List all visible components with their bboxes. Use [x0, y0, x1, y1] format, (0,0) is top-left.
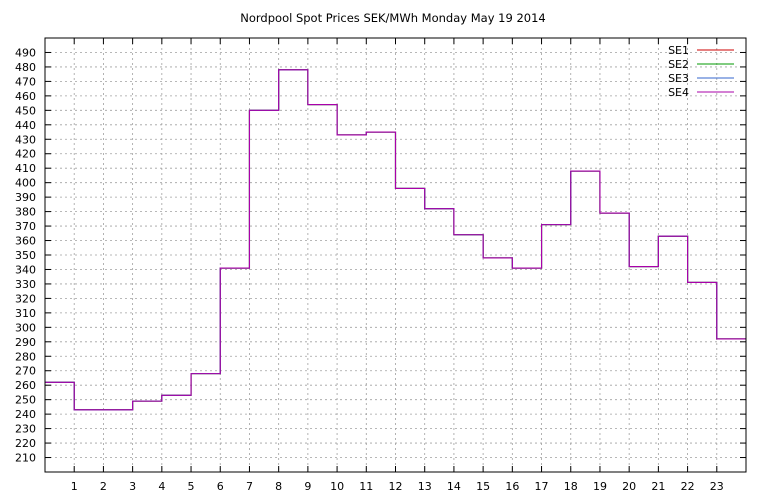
x-tick-label: 22: [681, 480, 695, 493]
x-axis: 1 2 3 4 5 6 7 8 9 10 11 12 13 14 15 16 17 18 19 20 21 22 23: [71, 38, 724, 493]
legend-label: SE3: [668, 72, 689, 85]
chart-title: Nordpool Spot Prices SEK/MWh Monday May …: [240, 11, 545, 25]
y-tick-label: 430: [15, 133, 36, 146]
x-tick-label: 2: [100, 480, 107, 493]
y-tick-label: 250: [15, 394, 36, 407]
y-tick-label: 380: [15, 206, 36, 219]
y-tick-label: 290: [15, 336, 36, 349]
y-tick-label: 470: [15, 75, 36, 88]
y-tick-label: 440: [15, 119, 36, 132]
y-tick-label: 320: [15, 292, 36, 305]
x-tick-label: 1: [71, 480, 78, 493]
y-tick-label: 490: [15, 46, 36, 59]
x-tick-label: 3: [129, 480, 136, 493]
x-tick-label: 12: [389, 480, 403, 493]
y-tick-label: 300: [15, 321, 36, 334]
x-tick-label: 23: [710, 480, 724, 493]
x-tick-label: 18: [564, 480, 578, 493]
y-tick-label: 240: [15, 408, 36, 421]
legend-label: SE1: [668, 44, 689, 57]
y-tick-label: 210: [15, 452, 36, 465]
x-tick-label: 9: [304, 480, 311, 493]
series-lines: [45, 69, 746, 411]
x-tick-label: 8: [275, 480, 282, 493]
y-tick-label: 400: [15, 177, 36, 190]
x-tick-label: 16: [505, 480, 519, 493]
x-tick-label: 5: [188, 480, 195, 493]
x-tick-label: 10: [330, 480, 344, 493]
x-tick-label: 11: [359, 480, 373, 493]
x-tick-label: 20: [622, 480, 636, 493]
x-tick-label: 4: [158, 480, 165, 493]
y-tick-label: 410: [15, 162, 36, 175]
y-tick-label: 230: [15, 423, 36, 436]
series-line-se4: [45, 69, 746, 411]
plot-border: [44, 37, 747, 473]
x-tick-label: 14: [447, 480, 461, 493]
x-tick-label: 21: [651, 480, 665, 493]
y-tick-label: 280: [15, 350, 36, 363]
x-tick-label: 19: [593, 480, 607, 493]
y-tick-label: 260: [15, 379, 36, 392]
x-tick-label: 15: [476, 480, 490, 493]
legend-label: SE4: [668, 86, 689, 99]
y-tick-label: 270: [15, 365, 36, 378]
y-tick-label: 460: [15, 90, 36, 103]
y-tick-label: 370: [15, 220, 36, 233]
grid: [45, 38, 746, 472]
x-tick-label: 13: [418, 480, 432, 493]
y-tick-label: 390: [15, 191, 36, 204]
y-tick-label: 360: [15, 235, 36, 248]
legend-label: SE2: [668, 58, 689, 71]
y-tick-label: 220: [15, 437, 36, 450]
y-tick-label: 350: [15, 249, 36, 262]
y-tick-label: 330: [15, 278, 36, 291]
x-tick-label: 17: [535, 480, 549, 493]
y-tick-label: 480: [15, 61, 36, 74]
y-tick-label: 420: [15, 148, 36, 161]
x-tick-label: 6: [217, 480, 224, 493]
x-tick-label: 7: [246, 480, 253, 493]
y-tick-label: 450: [15, 104, 36, 117]
y-tick-label: 310: [15, 307, 36, 320]
y-tick-label: 340: [15, 263, 36, 276]
